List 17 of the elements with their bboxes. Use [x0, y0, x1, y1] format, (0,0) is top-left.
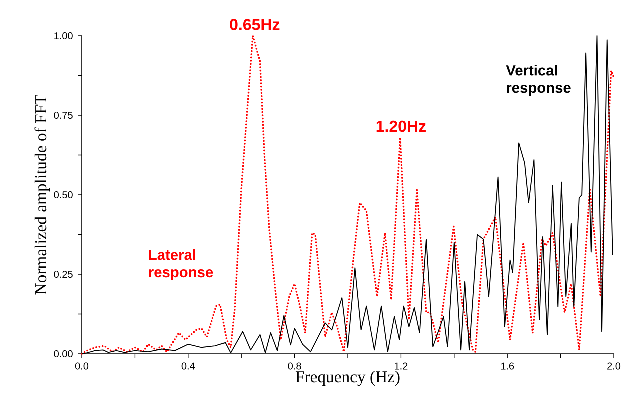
annotation: 1.20Hz	[376, 120, 426, 132]
x-tick-label: 0.8	[288, 362, 302, 370]
x-tick-label: 2.0	[608, 362, 621, 370]
series-label: Lateral response	[149, 249, 214, 280]
y-tick-label: 1.00	[54, 32, 73, 40]
annotation: 0.65Hz	[230, 19, 280, 30]
x-tick-label: 0.4	[182, 362, 196, 370]
y-tick-label: 0.75	[54, 112, 73, 120]
series-label: Vertical response	[506, 65, 571, 96]
x-tick-label: 0.0	[75, 362, 89, 370]
x-axis-title: Frequency (Hz)	[296, 370, 400, 386]
y-tick-label: 0.00	[54, 350, 73, 358]
y-tick-label: 0.25	[54, 270, 73, 278]
y-tick-label: 0.50	[54, 191, 73, 199]
y-axis-title: Normalized amplitude of FFT	[34, 95, 50, 295]
x-tick-label: 1.2	[395, 362, 408, 370]
x-tick-label: 1.6	[501, 362, 514, 370]
